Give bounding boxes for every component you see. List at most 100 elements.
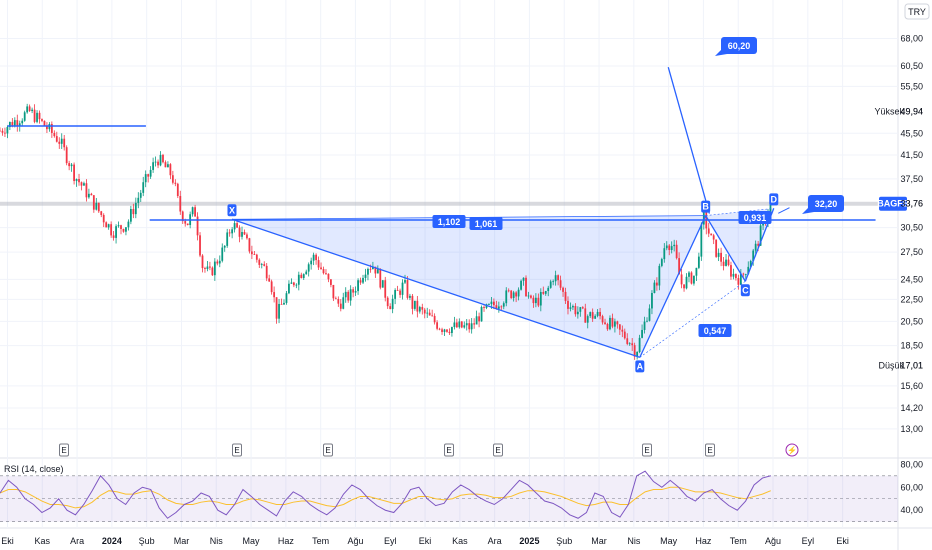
earnings-marker[interactable]: E: [59, 443, 69, 457]
candle-body: [167, 164, 169, 168]
currency-badge[interactable]: TRY: [904, 3, 930, 20]
earnings-marker[interactable]: E: [705, 443, 715, 457]
candle-body: [317, 260, 320, 268]
candle-body: [453, 322, 456, 328]
ratio-xab-label: 1,102: [432, 215, 466, 228]
time-tick-label: Şub: [139, 536, 155, 546]
pivot-bg: [769, 193, 779, 206]
price-tick-label: 22,50: [900, 294, 923, 304]
candle-body: [6, 127, 9, 134]
candle-body: [278, 303, 280, 319]
candle-body: [581, 307, 584, 309]
candle-body: [169, 164, 172, 176]
candle-body: [685, 276, 688, 289]
candle-body: [641, 329, 643, 338]
candle-body: [539, 292, 542, 306]
candle-body: [8, 121, 11, 128]
candle-body: [660, 259, 663, 266]
candle-body: [339, 303, 342, 309]
candle-body: [695, 267, 698, 276]
candle-body: [218, 260, 221, 264]
earnings-marker[interactable]: E: [323, 443, 333, 457]
rsi-title[interactable]: RSI (14, close): [4, 464, 64, 474]
last-price-value: 33,76: [900, 199, 923, 209]
candle-body: [470, 323, 473, 330]
candle-body: [75, 179, 78, 182]
earnings-letter: E: [707, 446, 712, 455]
candle-body: [283, 302, 285, 305]
candle-body: [102, 214, 105, 223]
earnings-letter: E: [495, 446, 500, 455]
time-tick-label: Eki: [836, 536, 849, 546]
time-tick-label: Şub: [556, 536, 572, 546]
candle-body: [23, 112, 26, 121]
candle-body: [628, 343, 631, 345]
candle-body: [41, 119, 43, 121]
candle-body: [157, 161, 159, 166]
candle-body: [480, 306, 483, 322]
candle-body: [194, 207, 196, 217]
candle-body: [181, 211, 184, 222]
ratio-label: 1,102: [438, 217, 461, 227]
candle-body: [522, 277, 525, 281]
candle-body: [255, 254, 258, 260]
candle-body: [438, 328, 441, 330]
target-label: 32,20: [815, 199, 838, 209]
candle-body: [322, 269, 325, 274]
candle-body: [542, 292, 545, 294]
candle-body: [591, 312, 594, 319]
pivot-bg: [635, 360, 645, 373]
dividend-marker[interactable]: ⚡: [785, 443, 799, 457]
candle-body: [586, 316, 589, 323]
candle-body: [129, 208, 132, 222]
candle-body: [572, 306, 574, 308]
candle-body: [243, 232, 246, 235]
candle-body: [332, 284, 335, 299]
candle-body: [90, 193, 93, 196]
candle-body: [28, 106, 31, 112]
earnings-marker[interactable]: E: [444, 443, 454, 457]
dividend-bg: [785, 443, 799, 457]
earnings-marker[interactable]: E: [642, 443, 652, 457]
candle-body: [663, 248, 666, 260]
price-tick-label: 49,94: [900, 106, 923, 116]
candle-body: [241, 232, 243, 237]
earnings-marker[interactable]: E: [232, 443, 242, 457]
ratio-bcd-label: 0,931: [738, 211, 772, 224]
candle-body: [515, 292, 518, 297]
candle-body: [275, 297, 278, 319]
dividend-icon: ⚡: [787, 445, 797, 455]
pivot-d-marker: D: [769, 193, 779, 206]
candle-body: [441, 329, 443, 332]
candle-body: [26, 106, 29, 113]
candle-body: [594, 315, 597, 319]
target-bg: [721, 37, 757, 54]
candle-body: [58, 141, 61, 144]
target-high-badge: 60,20: [715, 37, 757, 56]
candle-body: [125, 227, 127, 232]
candle-body: [683, 284, 685, 289]
candle-body: [490, 301, 493, 305]
candle-body: [88, 193, 90, 198]
candle-body: [92, 195, 95, 210]
candle-body: [11, 121, 14, 127]
time-tick-label: 2024: [102, 536, 122, 546]
earnings-bg: [232, 443, 242, 457]
candle-body: [478, 316, 480, 322]
high-label-text: Yüksek: [874, 106, 904, 116]
candle-body: [451, 327, 453, 334]
earnings-marker[interactable]: E: [493, 443, 503, 457]
candle-body: [737, 278, 740, 285]
rsi-tick-label: 40,00: [900, 505, 923, 515]
candle-body: [611, 317, 614, 327]
candle-body: [386, 297, 389, 307]
candle-body: [263, 264, 266, 266]
candle-body: [53, 132, 56, 137]
price-tick-label: 13,00: [900, 424, 923, 434]
candle-body: [191, 207, 194, 215]
candle-body: [359, 280, 362, 283]
candle-body: [342, 297, 345, 309]
candle-body: [609, 317, 611, 330]
